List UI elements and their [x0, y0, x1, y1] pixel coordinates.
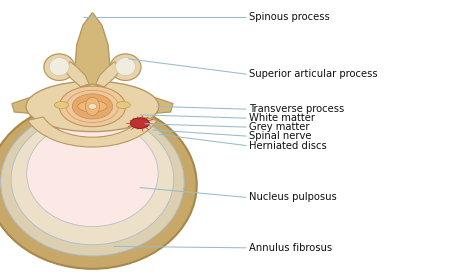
Ellipse shape	[0, 101, 197, 269]
Text: White matter: White matter	[249, 113, 315, 123]
Ellipse shape	[44, 54, 75, 81]
Text: Grey matter: Grey matter	[249, 122, 310, 132]
Polygon shape	[75, 13, 110, 87]
Ellipse shape	[59, 86, 126, 127]
Ellipse shape	[27, 121, 158, 227]
Ellipse shape	[110, 54, 141, 81]
Ellipse shape	[88, 104, 97, 109]
Wedge shape	[28, 117, 157, 147]
Ellipse shape	[116, 57, 136, 76]
Ellipse shape	[116, 102, 130, 109]
Ellipse shape	[55, 102, 69, 109]
Ellipse shape	[85, 97, 100, 115]
Text: Spinal nerve: Spinal nerve	[249, 131, 311, 141]
Polygon shape	[102, 95, 173, 113]
Ellipse shape	[0, 108, 184, 256]
Text: Nucleus pulposus: Nucleus pulposus	[249, 192, 337, 202]
Ellipse shape	[26, 81, 159, 132]
Ellipse shape	[49, 57, 69, 76]
Polygon shape	[96, 62, 121, 87]
Ellipse shape	[66, 90, 118, 123]
Polygon shape	[64, 62, 89, 87]
Text: Herniated discs: Herniated discs	[249, 141, 327, 151]
Polygon shape	[12, 95, 83, 113]
Text: Annulus fibrosus: Annulus fibrosus	[249, 243, 332, 253]
Ellipse shape	[78, 101, 107, 112]
Text: Spinous process: Spinous process	[249, 12, 329, 22]
Text: Transverse process: Transverse process	[249, 104, 344, 114]
Ellipse shape	[130, 118, 149, 129]
Text: Superior articular process: Superior articular process	[249, 69, 377, 79]
Ellipse shape	[11, 114, 174, 245]
Ellipse shape	[72, 94, 113, 119]
